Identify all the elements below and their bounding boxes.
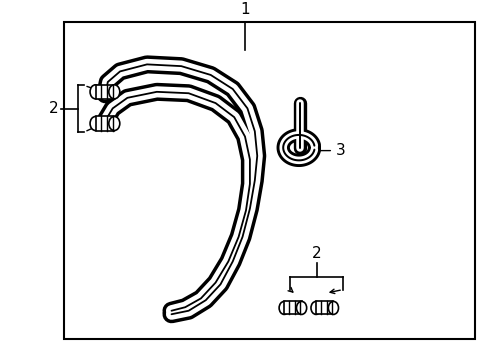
Polygon shape (96, 85, 114, 99)
Ellipse shape (109, 85, 120, 99)
Text: 3: 3 (336, 143, 345, 158)
Ellipse shape (296, 301, 307, 314)
Bar (64, 22, 475, 339)
Ellipse shape (90, 117, 101, 131)
Text: 2: 2 (312, 247, 321, 261)
Ellipse shape (279, 301, 289, 314)
Ellipse shape (109, 117, 120, 131)
Ellipse shape (90, 85, 101, 99)
Text: 1: 1 (240, 2, 250, 17)
Polygon shape (96, 117, 114, 131)
Polygon shape (316, 301, 333, 314)
Ellipse shape (328, 301, 339, 314)
Ellipse shape (311, 301, 321, 314)
Text: 2: 2 (49, 101, 59, 116)
Polygon shape (284, 301, 301, 314)
